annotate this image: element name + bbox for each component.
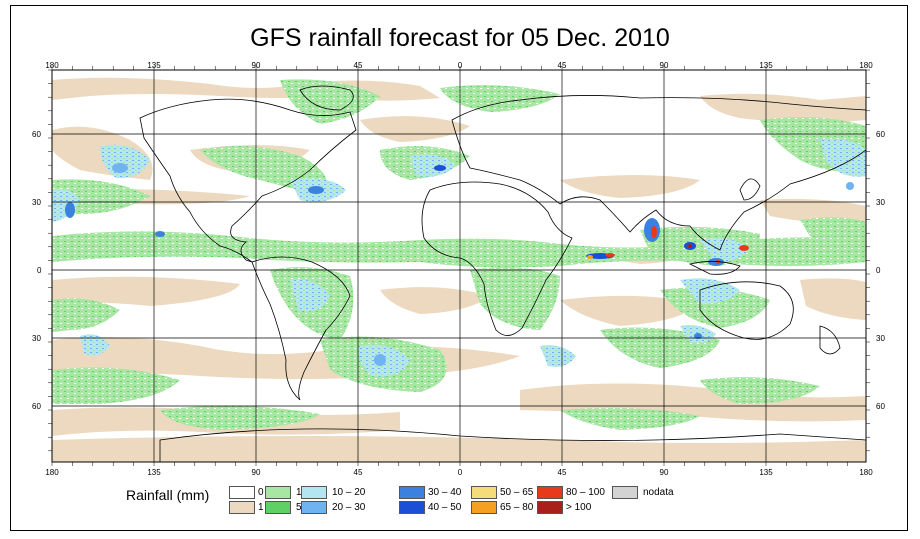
top-tick-label: 45 <box>557 61 567 70</box>
bottom-tick-label: 90 <box>659 468 669 477</box>
top-tick-label: 180 <box>859 61 873 70</box>
bottom-tick-label: 45 <box>557 468 567 477</box>
left-tick-label: 30 <box>32 334 41 343</box>
bottom-tick-label: 180 <box>45 468 59 477</box>
graticule <box>52 70 866 462</box>
rain-10-30mm-areas <box>52 139 866 377</box>
legend-swatch <box>265 501 291 514</box>
legend-swatch <box>537 501 563 514</box>
legend-label: > 100 <box>566 502 592 513</box>
legend-label: 1 <box>258 502 264 513</box>
map-title: GFS rainfall forecast for 05 Dec. 2010 <box>250 24 670 52</box>
right-tick-label: 30 <box>876 198 885 207</box>
legend-swatch <box>301 486 327 499</box>
legend-swatch <box>229 501 255 514</box>
left-tick-label: 0 <box>37 266 42 275</box>
legend-label: 30 – 40 <box>428 487 462 498</box>
right-tick-label: 30 <box>876 334 885 343</box>
legend-swatch <box>301 501 327 514</box>
legend-label: 80 – 100 <box>566 487 605 498</box>
left-tick-label: 30 <box>32 198 41 207</box>
right-tick-label: 60 <box>876 130 885 139</box>
legend-swatch <box>471 486 497 499</box>
top-tick-label: 180 <box>45 61 59 70</box>
legend-swatch <box>537 486 563 499</box>
right-tick-label: 60 <box>876 402 885 411</box>
top-tick-label: 45 <box>353 61 363 70</box>
legend-swatch <box>612 486 638 499</box>
bottom-tick-label: 0 <box>457 468 463 477</box>
top-tick-label: 0 <box>457 61 463 70</box>
legend-swatch <box>265 486 291 499</box>
top-tick-label: 135 <box>147 61 161 70</box>
bottom-tick-label: 90 <box>251 468 261 477</box>
map-border <box>51 69 867 463</box>
rain-intense-cores <box>65 163 854 366</box>
bottom-tick-label: 135 <box>147 468 161 477</box>
bottom-tick-label: 45 <box>353 468 363 477</box>
right-tick-label: 0 <box>876 266 881 275</box>
legend-label: 65 – 80 <box>500 502 534 513</box>
rainfall-field <box>52 70 866 462</box>
top-tick-label: 90 <box>659 61 669 70</box>
legend-swatch <box>471 501 497 514</box>
bottom-tick-label: 135 <box>759 468 773 477</box>
minor-ticks <box>48 66 870 466</box>
legend-label: 20 – 30 <box>332 502 366 513</box>
legend-label: nodata <box>643 487 674 498</box>
top-tick-label: 90 <box>251 61 261 70</box>
legend-label: 50 – 65 <box>500 487 534 498</box>
legend-label: 40 – 50 <box>428 502 462 513</box>
figure-frame <box>10 5 908 531</box>
legend-swatch <box>399 486 425 499</box>
legend-swatch <box>229 486 255 499</box>
legend-label: 0 <box>258 487 264 498</box>
legend-title: Rainfall (mm) <box>126 487 210 503</box>
bottom-tick-label: 180 <box>859 468 873 477</box>
legend-label: 10 – 20 <box>332 487 366 498</box>
left-tick-label: 60 <box>32 402 41 411</box>
left-tick-label: 60 <box>32 130 41 139</box>
coastlines <box>139 85 866 462</box>
legend-swatch <box>399 501 425 514</box>
top-tick-label: 135 <box>759 61 773 70</box>
